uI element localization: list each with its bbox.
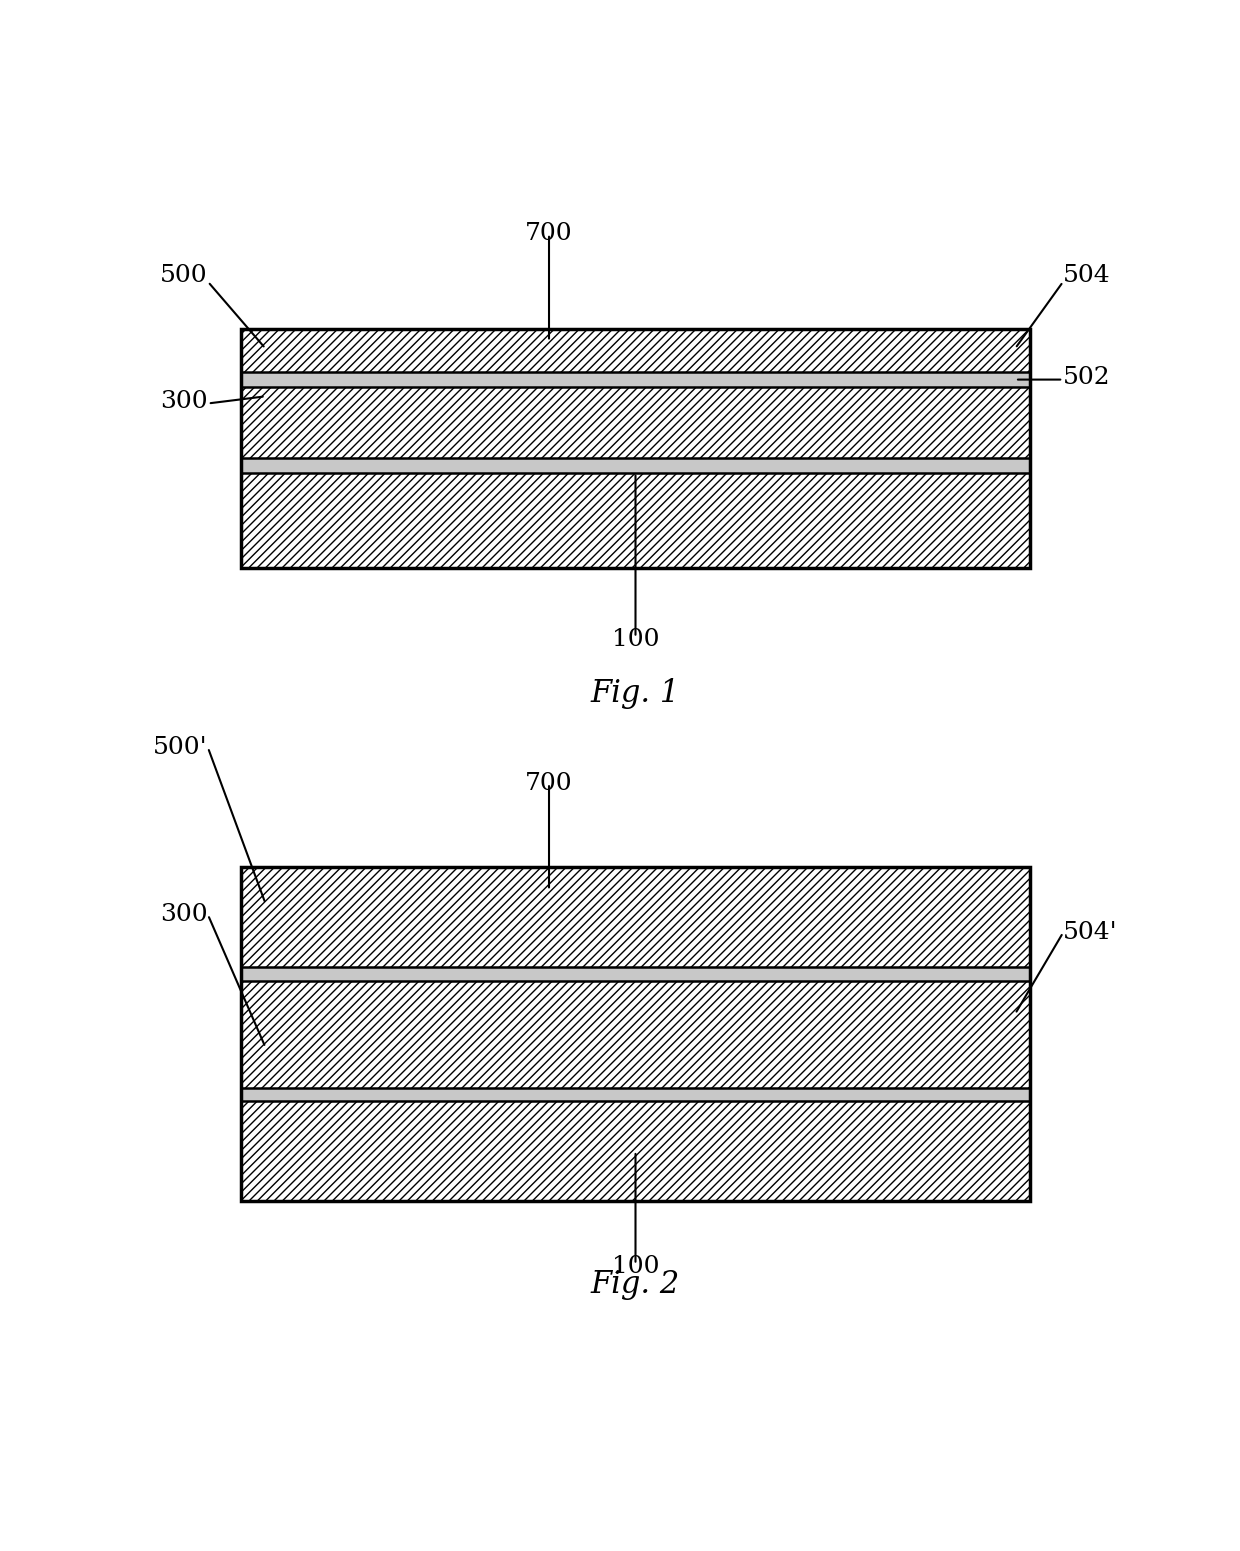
Bar: [242, 386, 1029, 459]
Text: 500': 500': [154, 735, 208, 758]
Bar: [242, 372, 1029, 386]
Text: 502: 502: [1063, 366, 1111, 389]
Bar: [242, 329, 1029, 372]
Bar: [242, 980, 1029, 1087]
Bar: [242, 329, 1029, 372]
Text: 500: 500: [160, 264, 208, 287]
Text: 100: 100: [611, 1255, 660, 1278]
Bar: [242, 1087, 1029, 1101]
Bar: [242, 386, 1029, 459]
Text: Fig. 1: Fig. 1: [591, 678, 680, 709]
Bar: [242, 867, 1029, 968]
Bar: [242, 1101, 1029, 1200]
Bar: [242, 980, 1029, 1087]
Bar: [242, 473, 1029, 568]
Bar: [242, 329, 1029, 568]
Text: 700: 700: [526, 222, 573, 245]
Text: 300: 300: [160, 903, 208, 926]
Text: 504: 504: [1063, 264, 1111, 287]
Bar: [242, 459, 1029, 473]
Bar: [242, 473, 1029, 568]
Text: 700: 700: [526, 772, 573, 794]
Text: 300: 300: [160, 389, 208, 413]
Bar: [242, 968, 1029, 980]
Bar: [242, 867, 1029, 1200]
Text: Fig. 2: Fig. 2: [591, 1269, 680, 1300]
Text: 504': 504': [1063, 921, 1117, 945]
Text: 100: 100: [611, 628, 660, 651]
Bar: [242, 867, 1029, 968]
Bar: [242, 1101, 1029, 1200]
